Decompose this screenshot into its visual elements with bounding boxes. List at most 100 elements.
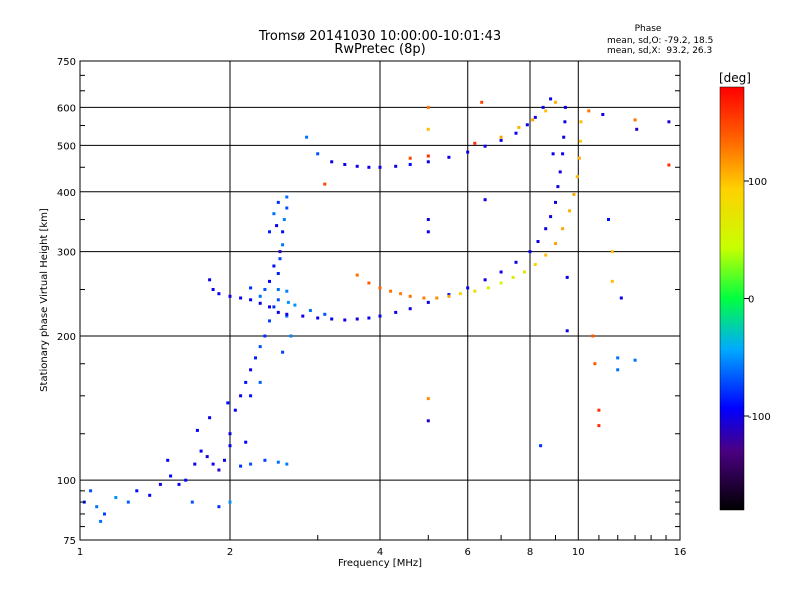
- data-point: [228, 444, 232, 448]
- data-point: [616, 368, 620, 372]
- x-tick-label: 10: [572, 547, 585, 558]
- data-point: [208, 278, 212, 282]
- data-point: [499, 270, 503, 274]
- data-point: [211, 462, 215, 466]
- data-point: [249, 298, 253, 302]
- data-point: [276, 298, 280, 302]
- data-point: [562, 135, 566, 139]
- x-tick-label: 16: [674, 547, 687, 558]
- y-tick-label: 100: [57, 476, 76, 487]
- data-point: [554, 100, 557, 104]
- data-point: [447, 294, 451, 298]
- data-point: [435, 296, 439, 300]
- data-point: [89, 489, 93, 493]
- colorbar-tick-label: 100: [748, 177, 767, 188]
- data-point: [211, 288, 215, 291]
- data-point: [169, 474, 173, 478]
- data-point: [249, 368, 253, 372]
- phase-stats-o: mean, sd,O: -79.2, 18.5: [607, 36, 713, 46]
- data-point: [523, 270, 526, 274]
- data-point: [528, 250, 532, 254]
- data-point: [616, 356, 620, 360]
- colorbar-tick-label: 0: [748, 295, 754, 306]
- data-point: [544, 253, 548, 257]
- data-point: [281, 350, 285, 354]
- data-point: [399, 292, 403, 296]
- data-point: [408, 156, 412, 160]
- data-point: [408, 307, 412, 311]
- plot-frame: [79, 60, 681, 541]
- phase-stats-heading: Phase: [635, 24, 662, 34]
- data-point: [301, 314, 305, 318]
- phase-stats-x: mean, sd,X: 93.2, 26.3: [607, 46, 712, 56]
- chart-title: Tromsø 20141030 10:00:00-10:01:43: [258, 29, 501, 44]
- data-point: [539, 444, 543, 448]
- data-point: [549, 97, 553, 101]
- data-point: [578, 139, 582, 143]
- data-point: [276, 460, 280, 464]
- data-point: [276, 310, 280, 314]
- data-point: [285, 314, 289, 318]
- data-point: [228, 500, 232, 504]
- data-point: [408, 163, 412, 166]
- data-point: [408, 294, 412, 298]
- data-point: [378, 165, 382, 169]
- data-point: [558, 170, 562, 174]
- data-point: [367, 316, 371, 320]
- data-point: [447, 293, 451, 297]
- data-point: [531, 118, 535, 122]
- data-point: [607, 218, 610, 221]
- data-point: [511, 275, 515, 279]
- data-point: [483, 278, 487, 282]
- colorbar-label: [deg]: [719, 71, 751, 85]
- data-point: [591, 334, 595, 338]
- data-point: [378, 314, 382, 318]
- data-point: [114, 496, 118, 499]
- data-point: [533, 115, 537, 119]
- x-axis-label: Frequency [MHz]: [338, 558, 422, 569]
- data-point: [572, 192, 576, 196]
- data-point: [610, 279, 614, 283]
- data-point: [330, 160, 334, 164]
- data-point: [276, 200, 280, 204]
- data-point: [228, 432, 232, 436]
- data-point: [258, 301, 262, 305]
- data-point: [579, 120, 583, 124]
- data-point: [285, 289, 289, 293]
- x-tick-label: 6: [465, 547, 471, 558]
- data-point: [667, 163, 671, 167]
- data-point: [601, 113, 605, 116]
- data-point: [549, 215, 553, 219]
- data-point: [355, 164, 359, 168]
- data-point: [330, 317, 334, 321]
- data-point: [268, 305, 271, 309]
- data-point: [272, 212, 276, 216]
- data-point: [285, 312, 289, 316]
- data-point: [239, 464, 243, 468]
- data-point: [587, 109, 591, 113]
- data-point: [426, 105, 430, 109]
- data-point: [565, 329, 569, 333]
- data-point: [577, 156, 581, 160]
- data-point: [272, 305, 276, 309]
- colorbar: [719, 86, 745, 511]
- data-point: [99, 519, 103, 523]
- data-point: [483, 144, 487, 148]
- data-point: [217, 468, 221, 472]
- data-point: [426, 127, 430, 131]
- data-point: [633, 358, 637, 362]
- data-point: [268, 279, 271, 283]
- data-point: [568, 209, 571, 213]
- data-point: [355, 317, 359, 321]
- data-point: [426, 218, 430, 221]
- data-point: [184, 478, 188, 482]
- data-point: [544, 109, 548, 113]
- data-point: [597, 424, 601, 428]
- data-point: [556, 185, 560, 189]
- data-points: [82, 97, 671, 523]
- data-point: [343, 318, 347, 322]
- data-point: [561, 152, 565, 156]
- data-point: [278, 257, 282, 261]
- x-tick-label: 4: [377, 547, 383, 558]
